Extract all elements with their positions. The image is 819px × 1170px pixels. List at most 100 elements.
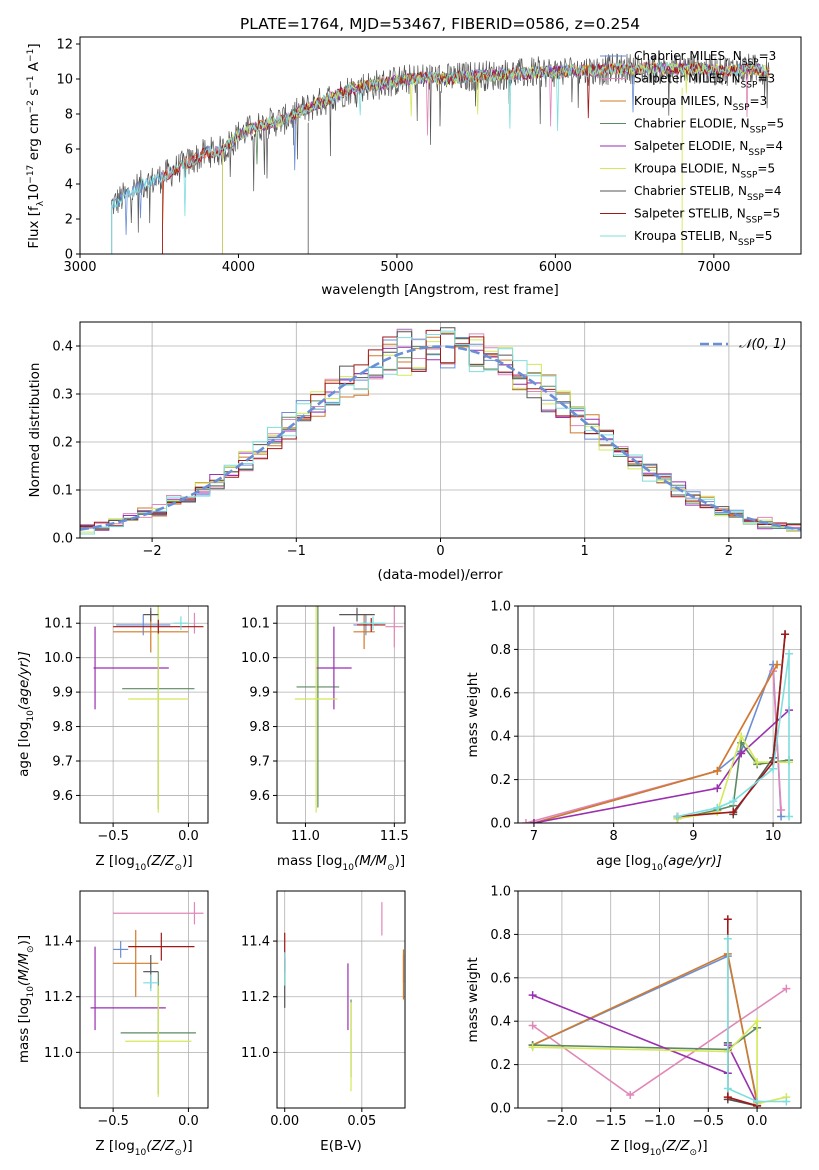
y-tick-label: 0.2	[52, 436, 73, 451]
plus-marker	[713, 766, 722, 775]
x-axis-label: Z [log10(Z/Z⊙)]	[95, 1138, 192, 1158]
x-tick-label: 0.0	[178, 829, 199, 844]
y-axis-label: mass weight	[465, 957, 481, 1042]
x-tick-label: −0.5	[97, 829, 129, 844]
label-part: (age/yr)]	[16, 651, 32, 710]
plus-marker	[521, 819, 530, 823]
label-part: erg cm	[26, 113, 42, 164]
y-tick-label: 0.4	[490, 1015, 511, 1030]
label-part: ⊙	[26, 945, 36, 953]
plus-marker	[529, 819, 538, 823]
y-tick-label: 0.8	[490, 928, 511, 943]
x-tick-label: −1.5	[595, 1114, 627, 1129]
plus-marker	[753, 1017, 762, 1026]
spectrum-line	[111, 53, 770, 254]
legend-label: Salpeter STELIB, NSSP=5	[634, 207, 780, 226]
spectrum-line	[222, 61, 769, 254]
x-tick-label: 11.5	[380, 829, 409, 844]
x-tick-label: 0.00	[270, 1114, 299, 1129]
label-part: =3	[750, 94, 768, 108]
y-tick-label: 0.0	[52, 532, 73, 547]
label-part: 10	[135, 1148, 147, 1158]
y-tick-label: 11.4	[241, 935, 270, 950]
label-part: =5	[755, 229, 773, 243]
label-part: SSP	[748, 148, 765, 158]
x-tick-label: 6000	[539, 260, 572, 275]
x-axis-label: age [log10(age/yr)]	[596, 853, 722, 873]
y-tick-label: 9.7	[249, 755, 270, 770]
x-axis-label: (data-model)/error	[377, 567, 503, 583]
plus-marker	[528, 991, 537, 1000]
spectrum-line	[222, 61, 769, 254]
y-tick-label: 11.2	[241, 990, 270, 1005]
label-part: age [log	[596, 853, 651, 869]
label-part: SSP	[741, 81, 758, 91]
y-tick-label: 4	[65, 178, 73, 193]
legend-label: Salpeter ELODIE, NSSP=4	[634, 139, 783, 158]
axes-mass-vs-ebv: 0.00 0.05 11.0 11.2 11.4 E(B-V)	[241, 890, 406, 1154]
label-part: λ	[36, 200, 46, 206]
y-tick-label: 9.9	[249, 686, 270, 701]
y-tick-label: 0.0	[490, 1102, 511, 1117]
y-tick-label: 0.2	[490, 1058, 511, 1073]
weight-line	[677, 634, 786, 818]
weight-line	[677, 740, 790, 820]
x-tick-label: 4000	[222, 260, 255, 275]
plot-area	[90, 902, 204, 1097]
plus-marker	[769, 764, 778, 773]
plot-area	[294, 606, 404, 813]
axes-frame	[79, 890, 209, 1109]
x-axis-label: wavelength [Angstrom, rest frame]	[321, 282, 559, 298]
label-part: SSP	[741, 171, 758, 181]
axes-frame	[79, 605, 209, 824]
plus-marker	[723, 1084, 732, 1093]
label-part: Z [log	[610, 1138, 649, 1154]
spectrum-line	[111, 61, 769, 254]
y-tick-label: 10	[56, 73, 73, 88]
plus-marker	[773, 660, 782, 669]
label-part: −2	[26, 100, 36, 113]
label-part: (Z/Z	[146, 1138, 175, 1154]
label-part: (Z/Z	[661, 1138, 690, 1154]
x-tick-label: 3000	[63, 260, 96, 275]
axes-weight-vs-Z: −2.0 −1.5 −1.0 −0.5 0.0 0.0 0.2 0.4 0.6 0.8 1.0 Z […	[465, 885, 802, 1158]
x-tick-label: 7000	[697, 260, 730, 275]
plus-marker	[729, 808, 738, 817]
y-tick-label: 0.8	[490, 643, 511, 658]
label-part: 10	[26, 986, 36, 998]
label-part: SSP	[747, 193, 764, 203]
y-tick-label: 9.8	[249, 720, 270, 735]
plus-marker	[737, 732, 746, 741]
weight-line	[532, 952, 758, 1104]
plus-marker	[781, 630, 790, 639]
normal-reference-curve	[80, 345, 801, 531]
x-tick-label: 0.0	[747, 1114, 768, 1129]
label-part: −17	[26, 165, 36, 184]
plot-area	[80, 327, 801, 538]
plus-marker	[777, 805, 786, 814]
label-part: )]	[16, 935, 32, 946]
x-tick-label: 0.0	[178, 1114, 199, 1129]
axes-frame	[79, 36, 802, 255]
plus-marker	[782, 1097, 791, 1106]
x-tick-label: 9	[689, 829, 697, 844]
label-part: ⊙	[690, 1148, 698, 1158]
y-tick-label: 10.0	[44, 651, 73, 666]
histogram-series	[80, 329, 801, 538]
label-part: A	[26, 61, 42, 75]
x-tick-label: 10	[765, 829, 782, 844]
label-part: mass [log	[16, 998, 32, 1064]
legend-label: Chabrier STELIB, NSSP=4	[634, 184, 782, 203]
y-axis-label: mass [log10(M/M⊙)]	[16, 935, 36, 1063]
y-tick-label: 11.0	[44, 1046, 73, 1061]
x-axis-label: Z [log10(Z/Z⊙)]	[610, 1138, 707, 1158]
plus-marker	[713, 803, 722, 812]
label-part: SSP	[733, 103, 750, 113]
label-part: (M/M	[354, 853, 387, 869]
x-axis-label: E(B-V)	[320, 1138, 362, 1154]
plus-marker	[528, 1021, 537, 1030]
y-tick-label: 9.7	[52, 755, 73, 770]
y-tick-label: 10.1	[44, 617, 73, 632]
